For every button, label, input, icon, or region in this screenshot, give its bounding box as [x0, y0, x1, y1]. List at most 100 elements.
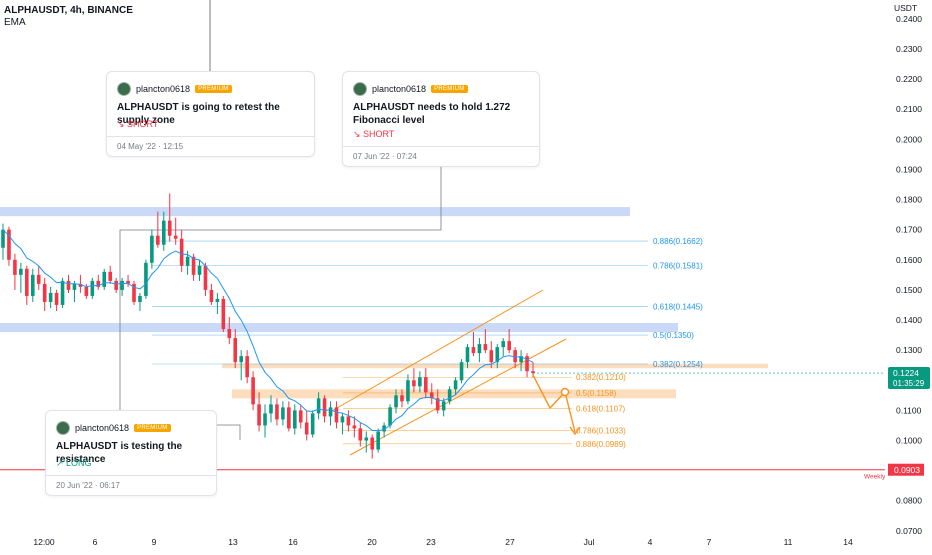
candle-body: [424, 377, 428, 393]
candle-body: [281, 407, 285, 420]
fib-level-label: 0.382(0.1254): [653, 360, 703, 369]
candle-body: [72, 283, 77, 290]
candle-body: [495, 347, 500, 363]
candle-body: [370, 437, 375, 450]
x-tick-label: 16: [288, 537, 298, 547]
x-tick-label: 23: [426, 537, 436, 547]
candle-body: [215, 298, 220, 302]
candle-body: [245, 356, 249, 378]
fib-level-label: 0.5(0.1158): [576, 389, 617, 398]
candle-body: [316, 398, 321, 414]
x-tick-label: 14: [843, 537, 853, 547]
candle-body: [179, 238, 184, 266]
y-tick-label: 0.2200: [896, 74, 922, 84]
candle-body: [388, 407, 392, 426]
candle-body: [263, 413, 267, 426]
candle-body: [322, 398, 327, 417]
candle-body: [221, 298, 226, 330]
candle-body: [167, 220, 172, 236]
candle-body: [66, 280, 71, 290]
author-name[interactable]: plancton0618: [372, 84, 427, 94]
author-name[interactable]: plancton0618: [136, 84, 191, 94]
idea-date: 04 May '22 · 12:15: [117, 142, 184, 151]
candle-body: [108, 271, 112, 281]
supply-demand-zone: [0, 207, 630, 217]
candle-body: [185, 256, 190, 266]
projection-point: [560, 387, 570, 397]
candle-body: [477, 344, 482, 354]
idea-date: 20 Jun '22 · 06:17: [56, 481, 120, 490]
projection-arrowhead: [569, 426, 581, 436]
candle-body: [334, 407, 339, 423]
x-tick-label: 6: [93, 537, 98, 547]
y-tick-label: 0.1600: [896, 255, 922, 265]
candle-body: [513, 350, 517, 363]
candle-body: [441, 401, 446, 411]
supply-demand-zone: [222, 363, 768, 369]
idea-card[interactable]: plancton0618 PREMIUM ALPHAUSDT needs to …: [342, 71, 540, 167]
candle-body: [144, 262, 148, 296]
direction-label: ↘ SHORT: [353, 129, 395, 139]
premium-badge: PREMIUM: [431, 85, 468, 93]
channel-line: [329, 289, 544, 413]
candle-body: [412, 380, 416, 387]
candle-body: [96, 280, 101, 287]
candle-body: [203, 265, 208, 290]
supply-demand-zone: [232, 389, 676, 399]
candle-body: [126, 280, 130, 284]
projection-path: [532, 374, 576, 433]
candle-body: [78, 283, 83, 287]
idea-title[interactable]: ALPHAUSDT is going to retest the supply …: [117, 102, 280, 126]
candle-body: [364, 437, 369, 441]
author-name[interactable]: plancton0618: [75, 423, 130, 433]
candle-body: [394, 395, 398, 408]
idea-card[interactable]: plancton0618 PREMIUM ALPHAUSDT is going …: [106, 71, 315, 157]
avatar: [353, 82, 367, 96]
fib-level-label: 0.5(0.1350): [653, 331, 694, 340]
candle-body: [507, 341, 511, 351]
candle-body: [429, 392, 434, 399]
candle-body: [471, 347, 476, 354]
candle-body: [227, 329, 232, 339]
candle-body: [54, 292, 59, 305]
last-price-text: 0.1224: [893, 368, 919, 378]
candle-body: [251, 377, 255, 405]
x-tick-label: 4: [648, 537, 653, 547]
fib-level-label: 0.618(0.1107): [576, 404, 626, 413]
candle-body: [459, 362, 464, 381]
premium-badge: PREMIUM: [195, 85, 232, 93]
candle-body: [483, 344, 488, 351]
candle-body: [161, 220, 166, 245]
x-tick-label: 13: [228, 537, 238, 547]
candle-body: [25, 268, 29, 296]
fib-level-label: 0.886(0.0989): [576, 440, 626, 449]
avatar: [117, 82, 131, 96]
x-tick-label: 9: [152, 537, 157, 547]
candle-body: [60, 280, 65, 305]
candle-countdown: 01:35:29: [893, 379, 925, 388]
idea-date: 07 Jun '22 · 07:24: [353, 152, 417, 161]
weekly-level-label: Weekly: [864, 474, 886, 481]
x-tick-label: 12:00: [33, 537, 55, 547]
fib-level-label: 0.382(0.1210): [576, 373, 626, 382]
candle-body: [298, 410, 303, 423]
candle-body: [340, 416, 345, 423]
chart-header: ALPHAUSDT, 4h, BINANCE EMA: [4, 5, 133, 29]
idea-title[interactable]: ALPHAUSDT is testing the resistance: [56, 441, 183, 465]
candle-body: [173, 235, 178, 239]
x-tick-label: 7: [707, 537, 712, 547]
candle-body: [489, 350, 494, 363]
card-divider: [46, 475, 216, 476]
idea-card[interactable]: plancton0618 PREMIUM ALPHAUSDT is testin…: [45, 410, 217, 496]
candle-body: [292, 410, 297, 429]
candle-body: [13, 259, 17, 275]
y-tick-label: 0.1400: [896, 315, 922, 325]
candle-body: [48, 292, 53, 302]
x-tick-label: 27: [505, 537, 515, 547]
candle-body: [346, 416, 351, 426]
candle-body: [120, 280, 124, 290]
author-row: plancton0618 PREMIUM: [353, 82, 468, 96]
idea-title[interactable]: ALPHAUSDT needs to hold 1.272 Fibonacci …: [353, 102, 511, 126]
